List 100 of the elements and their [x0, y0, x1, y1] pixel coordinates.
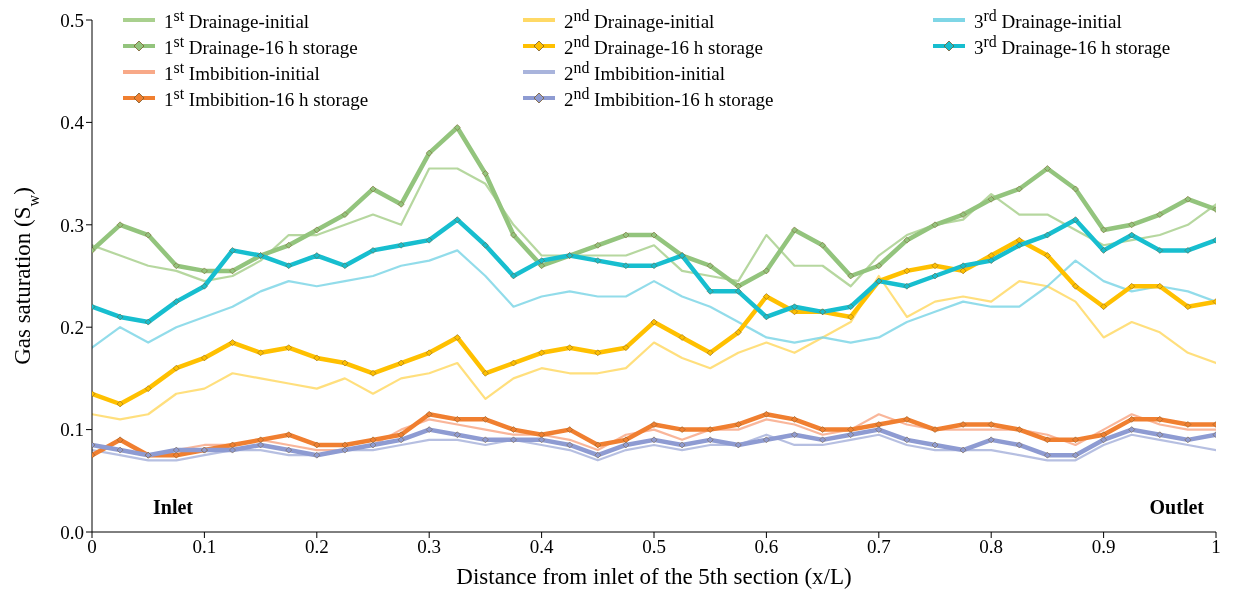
point: [1128, 231, 1135, 239]
point: [1100, 226, 1107, 234]
point: [931, 262, 939, 270]
point: [959, 211, 967, 218]
point: [116, 313, 124, 321]
point: [369, 370, 377, 377]
point: [397, 242, 405, 249]
point: [425, 236, 433, 244]
point: [650, 421, 658, 428]
point: [482, 436, 489, 444]
point: [201, 282, 208, 290]
point: [847, 272, 854, 280]
point: [735, 441, 742, 449]
point: [1184, 436, 1192, 444]
point: [622, 262, 630, 270]
line-series: [92, 216, 1216, 326]
point: [903, 267, 911, 275]
point: [425, 149, 433, 157]
x-tick-label: 0.7: [866, 536, 891, 558]
point: [931, 441, 939, 449]
point: [1128, 416, 1135, 423]
point: [791, 431, 798, 438]
point: [594, 441, 602, 449]
point: [425, 426, 433, 433]
point: [1044, 436, 1051, 444]
legend-label: 2$^{nd}$ Imbibition-16 h storage: [564, 84, 774, 112]
point: [229, 446, 236, 454]
point: [706, 262, 714, 270]
point: [875, 421, 883, 428]
point: [397, 201, 405, 208]
point: [847, 303, 854, 310]
point: [1100, 436, 1107, 444]
legend-label: 1$^{st}$ Imbibition-16 h storage: [164, 84, 369, 112]
point: [538, 436, 545, 444]
point: [903, 436, 911, 444]
point: [791, 303, 798, 310]
point: [650, 262, 658, 270]
point: [313, 354, 321, 362]
point: [510, 426, 517, 433]
y-tick-label: 0.1: [60, 419, 84, 441]
annotation: Inlet: [153, 496, 193, 519]
point: [1156, 416, 1164, 423]
point: [454, 124, 461, 131]
annotation: Outlet: [1149, 496, 1204, 519]
point: [1184, 195, 1192, 203]
legend-label: 1$^{st}$ Drainage-16 h storage: [164, 32, 358, 60]
point: [959, 421, 967, 428]
point: [622, 344, 630, 351]
point: [116, 400, 124, 408]
point: [819, 426, 826, 433]
point: [454, 416, 461, 423]
point: [650, 231, 658, 239]
point: [1044, 252, 1051, 259]
point: [341, 441, 349, 449]
line-series: [92, 274, 1216, 421]
point: [538, 262, 545, 270]
x-tick-label: 1: [1211, 536, 1221, 558]
point: [173, 262, 180, 270]
point: [1156, 431, 1164, 438]
point: [1072, 185, 1079, 193]
point: [763, 436, 770, 444]
x-axis-title: Distance from inlet of the 5th section (x/L): [456, 564, 852, 589]
point: [1016, 242, 1023, 249]
point: [566, 426, 573, 433]
point: [903, 236, 911, 244]
point: [987, 436, 995, 444]
point: [313, 451, 321, 459]
point: [482, 370, 489, 377]
point: [987, 257, 995, 264]
point: [1016, 441, 1023, 449]
point: [875, 262, 883, 270]
point: [1016, 426, 1023, 433]
y-tick-label: 0.0: [60, 521, 84, 543]
point: [594, 451, 602, 459]
point: [791, 226, 798, 234]
point: [285, 242, 292, 249]
point: [341, 359, 349, 367]
point: [341, 262, 349, 270]
point: [1156, 211, 1164, 218]
point: [1044, 165, 1051, 172]
point: [369, 441, 377, 449]
point: [706, 426, 714, 433]
point: [1128, 221, 1135, 229]
x-tick-label: 0.2: [304, 536, 329, 558]
point: [144, 231, 152, 239]
line-series: [92, 249, 1216, 349]
point: [903, 416, 911, 423]
point: [987, 195, 995, 203]
point: [847, 313, 854, 321]
y-tick-label: 0.4: [60, 112, 85, 134]
point: [1184, 247, 1192, 254]
point: [369, 247, 377, 254]
point: [566, 344, 573, 351]
point: [622, 441, 630, 449]
point: [1128, 426, 1135, 433]
point: [931, 426, 939, 433]
point: [735, 329, 742, 336]
point: [201, 267, 208, 275]
point: [454, 334, 461, 341]
point: [173, 364, 180, 372]
